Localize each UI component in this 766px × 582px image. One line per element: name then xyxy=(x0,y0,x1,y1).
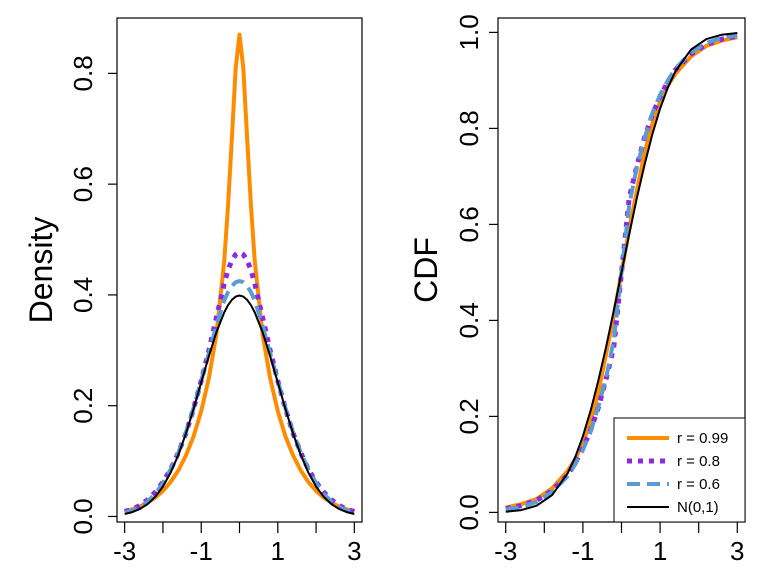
density-x-tick-label: -1 xyxy=(190,536,213,566)
density-x-tick-label: 1 xyxy=(271,536,285,566)
cdf-x-tick-label: 3 xyxy=(730,536,744,566)
density-series-line-0 xyxy=(124,32,355,514)
cdf-x-tick-label: -3 xyxy=(494,536,517,566)
density-plot-frame xyxy=(116,17,363,523)
cdf-y-tick-label: 0.6 xyxy=(454,206,484,242)
density-y-tick-label: 0.2 xyxy=(68,388,98,424)
density-series-line-2 xyxy=(124,279,355,515)
cdf-panel: CDF -3 -1 1 3 0.0 0.2 0.4 0.6 0.8 1.0 r = 0.99 r = … xyxy=(408,14,746,566)
cdf-y-tick-label: 0.4 xyxy=(454,302,484,338)
cdf-x-tick-label: 1 xyxy=(653,536,667,566)
density-panel: Density -3 -1 1 3 0.0 0.2 0.4 0.6 0.8 xyxy=(23,17,363,566)
density-axis-title: Density xyxy=(23,217,59,324)
cdf-series-line-3 xyxy=(505,32,738,513)
density-y-tick-label: 0.8 xyxy=(68,55,98,91)
density-series-line-1 xyxy=(124,249,355,514)
cdf-y-tick-label: 0.8 xyxy=(454,110,484,146)
density-y-tick-label: 0.4 xyxy=(68,277,98,313)
cdf-y-tick-label: 0.2 xyxy=(454,398,484,434)
legend-box xyxy=(613,417,746,523)
cdf-axis-title: CDF xyxy=(408,237,444,303)
density-y-tick-label: 0.6 xyxy=(68,166,98,202)
density-y-tick-label: 0.0 xyxy=(68,498,98,534)
density-x-tick-label: -3 xyxy=(113,536,136,566)
legend-label-0: r = 0.99 xyxy=(677,430,728,447)
legend-label-1: r = 0.8 xyxy=(677,453,720,470)
cdf-y-tick-label: 1.0 xyxy=(454,14,484,50)
density-series-line-3 xyxy=(124,294,355,515)
cdf-y-tick-label: 0.0 xyxy=(454,494,484,530)
legend-label-2: r = 0.6 xyxy=(677,476,720,493)
cdf-x-tick-label: -1 xyxy=(571,536,594,566)
density-x-tick-label: 3 xyxy=(347,536,361,566)
legend-label-3: N(0,1) xyxy=(677,499,719,516)
